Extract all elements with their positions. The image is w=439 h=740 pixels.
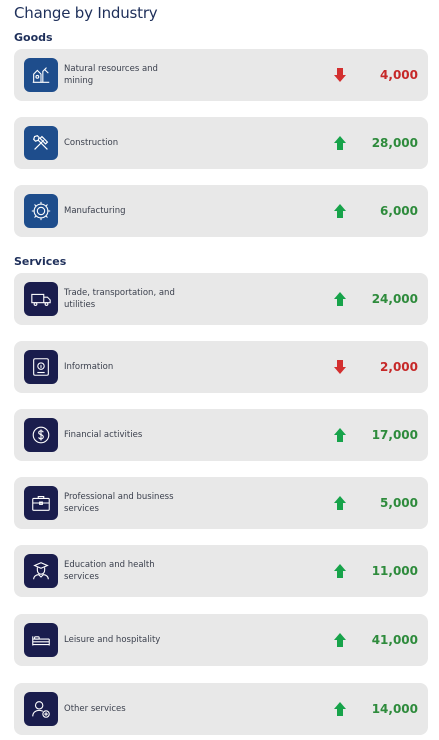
arrow-up-icon bbox=[334, 292, 346, 306]
arrow-up-icon bbox=[334, 428, 346, 442]
industry-label: Professional and business services bbox=[64, 492, 174, 514]
change-value: 4,000 bbox=[380, 68, 418, 82]
mining-icon bbox=[24, 58, 58, 92]
briefcase-icon bbox=[24, 486, 58, 520]
industry-label: Leisure and hospitality bbox=[64, 635, 161, 645]
change-value: 41,000 bbox=[371, 633, 418, 647]
industry-label: Construction bbox=[64, 138, 119, 148]
graduate-icon bbox=[24, 554, 58, 588]
industry-card-financial: Financial activities 17,000 bbox=[14, 409, 428, 461]
bed-icon bbox=[24, 623, 58, 657]
industry-label: Natural resources and mining bbox=[64, 64, 158, 86]
industry-card-information: Information 2,000 bbox=[14, 341, 428, 393]
change-value: 6,000 bbox=[380, 204, 418, 218]
section-label-services: Services bbox=[14, 255, 67, 268]
arrow-up-icon bbox=[334, 702, 346, 716]
industry-card-natural-resources: Natural resources and mining 4,000 bbox=[14, 49, 428, 101]
industry-label: Trade, transportation, and utilities bbox=[64, 288, 175, 310]
industry-card-leisure: Leisure and hospitality 41,000 bbox=[14, 614, 428, 666]
truck-icon bbox=[24, 282, 58, 316]
info-icon bbox=[24, 350, 58, 384]
arrow-up-icon bbox=[334, 204, 346, 218]
change-value: 24,000 bbox=[371, 292, 418, 306]
change-value: 11,000 bbox=[371, 564, 418, 578]
change-value: 14,000 bbox=[371, 702, 418, 716]
change-value: 2,000 bbox=[380, 360, 418, 374]
industry-card-construction: Construction 28,000 bbox=[14, 117, 428, 169]
tools-icon bbox=[24, 126, 58, 160]
industry-label: Other services bbox=[64, 704, 126, 714]
industry-label: Education and health services bbox=[64, 560, 155, 582]
section-label-goods: Goods bbox=[14, 31, 53, 44]
industry-card-education: Education and health services 11,000 bbox=[14, 545, 428, 597]
industry-card-trade: Trade, transportation, and utilities 24,… bbox=[14, 273, 428, 325]
change-value: 28,000 bbox=[371, 136, 418, 150]
gear-icon bbox=[24, 194, 58, 228]
industry-card-professional: Professional and business services 5,000 bbox=[14, 477, 428, 529]
person-plus-icon bbox=[24, 692, 58, 726]
arrow-down-icon bbox=[334, 360, 346, 374]
dollar-icon bbox=[24, 418, 58, 452]
arrow-up-icon bbox=[334, 136, 346, 150]
arrow-up-icon bbox=[334, 564, 346, 578]
arrow-up-icon bbox=[334, 633, 346, 647]
change-value: 17,000 bbox=[371, 428, 418, 442]
industry-label: Information bbox=[64, 362, 114, 372]
industry-label: Manufacturing bbox=[64, 206, 126, 216]
industry-card-manufacturing: Manufacturing 6,000 bbox=[14, 185, 428, 237]
change-value: 5,000 bbox=[380, 496, 418, 510]
page-title: Change by Industry bbox=[14, 4, 158, 22]
industry-card-other: Other services 14,000 bbox=[14, 683, 428, 735]
industry-label: Financial activities bbox=[64, 430, 143, 440]
arrow-up-icon bbox=[334, 496, 346, 510]
arrow-down-icon bbox=[334, 68, 346, 82]
